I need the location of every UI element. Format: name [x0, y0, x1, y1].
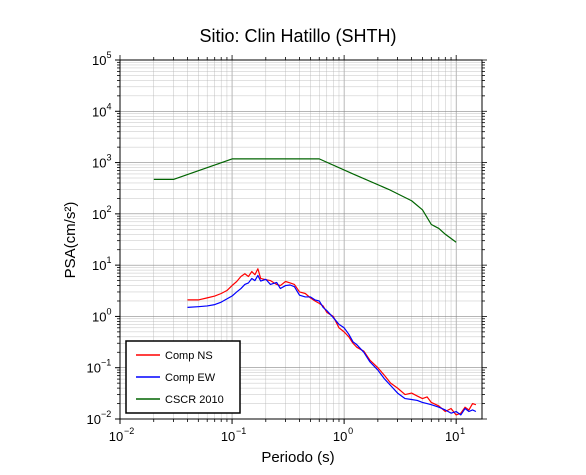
y-tick-label: 10: [92, 53, 106, 68]
series-line-cscr-2010: [153, 158, 457, 243]
x-tick-label: 10: [109, 429, 123, 444]
y-tick-label: 10: [92, 104, 106, 119]
y-axis-label: PSA(cm/s²): [62, 202, 79, 279]
x-tick-label: 10: [333, 429, 347, 444]
y-tick-label: 10: [92, 207, 106, 222]
grid: [117, 55, 487, 422]
y-tick-label: 10: [87, 361, 101, 376]
y-tick-label: 10: [92, 156, 106, 171]
y-tick-label: 10: [92, 258, 106, 273]
y-tick-exponent: 3: [107, 153, 112, 163]
plot-frame: [119, 59, 483, 420]
x-tick-labels: 10 −2 10 −1 10 0 10 1: [109, 419, 465, 444]
y-tick-exponent: 2: [107, 204, 112, 214]
y-tick-exponent: 1: [107, 255, 112, 265]
y-tick-exponent: −2: [101, 409, 111, 419]
x-tick-exponent: 1: [460, 426, 465, 436]
y-tick-label: 10: [87, 412, 101, 427]
x-tick-exponent: −1: [236, 426, 246, 436]
x-tick-label: 10: [221, 429, 235, 444]
x-tick-label: 10: [445, 429, 459, 444]
legend: Comp NS Comp EW CSCR 2010: [125, 340, 241, 414]
y-tick-exponent: 5: [107, 50, 112, 60]
y-tick-label: 10: [92, 309, 106, 324]
y-tick-exponent: −1: [101, 358, 111, 368]
x-tick-exponent: 0: [348, 426, 353, 436]
chart-title: Sitio: Clin Hatillo (SHTH): [199, 26, 396, 46]
y-tick-exponent: 0: [107, 306, 112, 316]
legend-label-comp-ns: Comp NS: [165, 350, 213, 362]
x-tick-exponent: −2: [124, 426, 134, 436]
series-layer: [153, 158, 477, 416]
legend-label-comp-ew: Comp EW: [165, 372, 216, 384]
legend-label-cscr-2010: CSCR 2010: [165, 394, 224, 406]
series-line-comp-ew: [187, 274, 477, 416]
y-tick-exponent: 4: [107, 101, 112, 111]
x-axis-label: Periodo (s): [261, 449, 334, 466]
